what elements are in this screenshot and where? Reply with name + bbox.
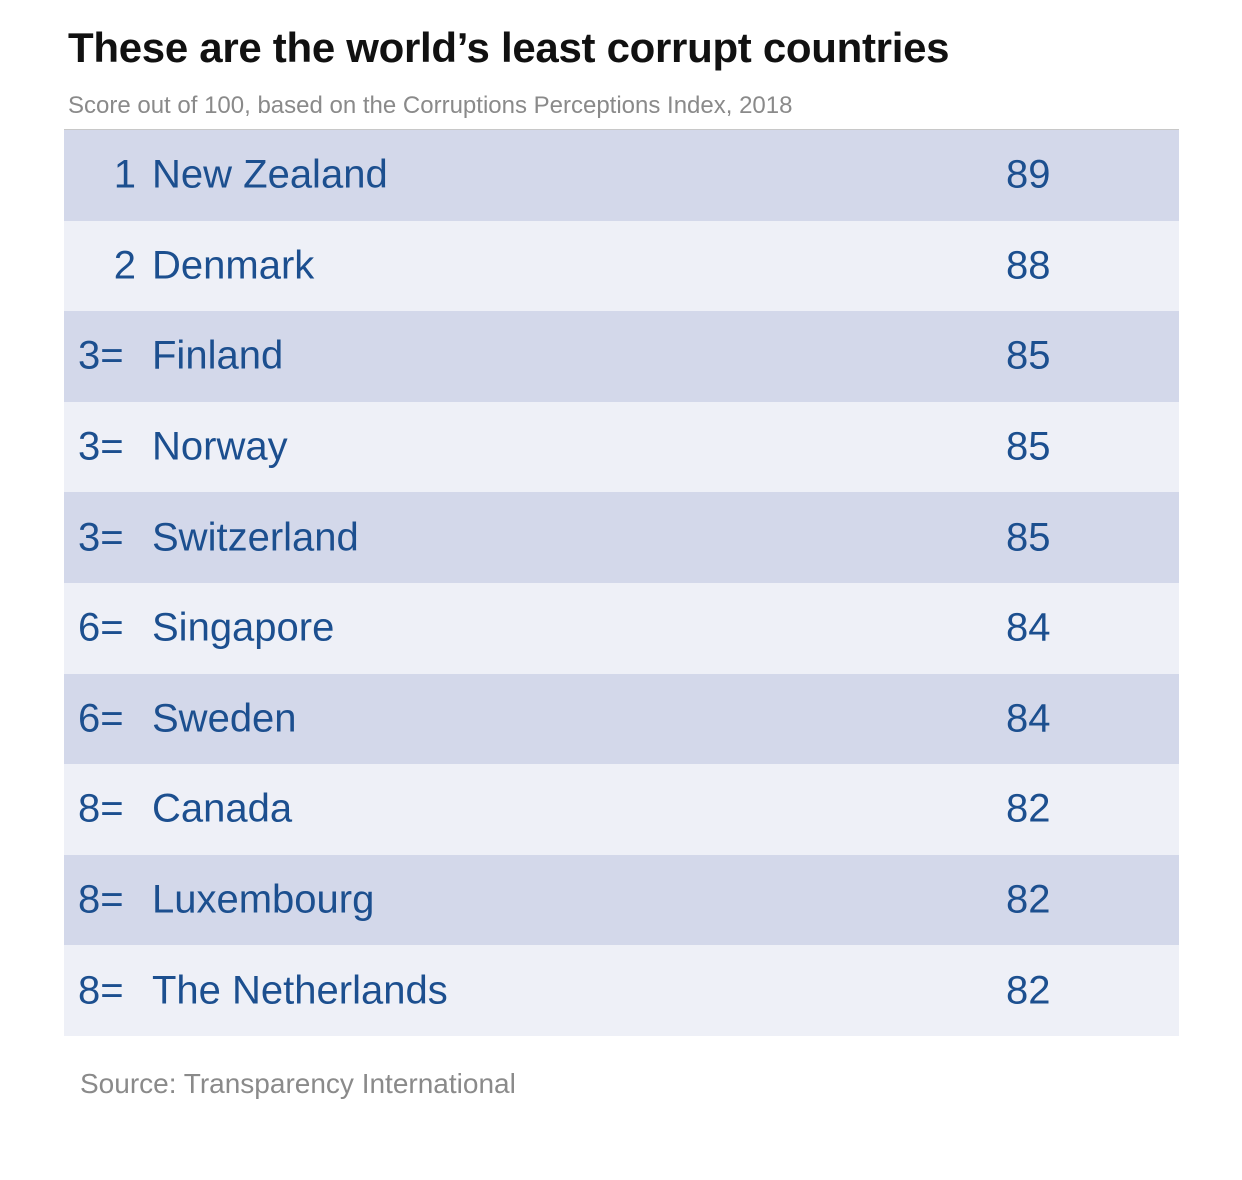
rank-cell: 3= bbox=[78, 333, 124, 378]
country-cell: Switzerland bbox=[152, 515, 359, 560]
ranking-table: 1 New Zealand 89 2 Denmark 88 3= Finland… bbox=[64, 130, 1179, 1036]
chart-title: These are the world’s least corrupt coun… bbox=[68, 24, 950, 71]
source-footer bbox=[64, 1036, 1179, 1116]
score-cell: 84 bbox=[1006, 605, 1051, 650]
table-row: 1 New Zealand 89 bbox=[64, 130, 1179, 221]
score-cell: 88 bbox=[1006, 243, 1051, 288]
rank-cell: 3= bbox=[78, 424, 124, 469]
score-cell: 85 bbox=[1006, 515, 1051, 560]
rank-cell: 8= bbox=[78, 877, 124, 922]
country-cell: Finland bbox=[152, 333, 284, 378]
country-cell: Norway bbox=[152, 424, 288, 469]
rank-cell: 3= bbox=[78, 515, 124, 560]
table-row: 3= Finland 85 bbox=[64, 311, 1179, 402]
rank-cell: 8= bbox=[78, 786, 124, 831]
country-cell: The Netherlands bbox=[152, 968, 448, 1013]
country-cell: New Zealand bbox=[152, 152, 388, 197]
country-cell: Singapore bbox=[152, 605, 335, 650]
country-cell: Luxembourg bbox=[152, 877, 375, 922]
score-cell: 89 bbox=[1006, 152, 1051, 197]
table-row: 3= Switzerland 85 bbox=[64, 492, 1179, 583]
source-note: Source: Transparency International bbox=[80, 1068, 516, 1099]
score-cell: 82 bbox=[1006, 877, 1051, 922]
country-cell: Canada bbox=[152, 786, 293, 831]
rank-cell: 1 bbox=[113, 152, 136, 197]
score-cell: 84 bbox=[1006, 696, 1051, 741]
score-cell: 82 bbox=[1006, 786, 1051, 831]
table-row: 3= Norway 85 bbox=[64, 401, 1179, 493]
chart-subtitle: Score out of 100, based on the Corruptio… bbox=[68, 92, 793, 119]
country-cell: Sweden bbox=[152, 696, 297, 741]
table-row: 8= Luxembourg 82 bbox=[64, 854, 1179, 946]
table-row: 6= Singapore 84 bbox=[64, 582, 1179, 674]
rank-cell: 2 bbox=[113, 243, 136, 288]
rank-cell: 6= bbox=[78, 605, 124, 650]
score-cell: 85 bbox=[1006, 333, 1051, 378]
rank-cell: 6= bbox=[78, 696, 124, 741]
score-cell: 85 bbox=[1006, 424, 1051, 469]
table-row: 6= Sweden 84 bbox=[64, 673, 1179, 765]
table-row: 8= Canada 82 bbox=[64, 764, 1179, 855]
country-cell: Denmark bbox=[152, 243, 315, 288]
header-divider bbox=[64, 129, 1179, 130]
rank-cell: 8= bbox=[78, 968, 124, 1013]
table-row: 2 Denmark 88 bbox=[64, 220, 1179, 312]
score-cell: 82 bbox=[1006, 968, 1051, 1013]
table-row: 8= The Netherlands 82 bbox=[64, 945, 1179, 1036]
